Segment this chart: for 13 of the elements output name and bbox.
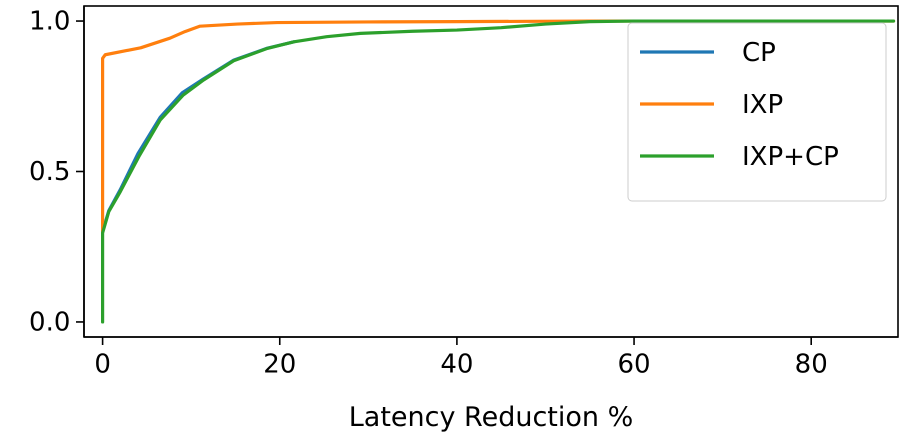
legend-label: CP — [742, 38, 776, 68]
legend-label: IXP+CP — [742, 142, 839, 172]
line-series — [101, 19, 896, 324]
y-tick-label: 0.0 — [29, 307, 70, 338]
y-tick-label: 0.5 — [29, 156, 70, 187]
legend-label: IXP — [742, 90, 784, 120]
x-tick-label: 20 — [263, 350, 296, 380]
x-tick-label: 40 — [440, 350, 474, 380]
x-tick-label: 80 — [794, 350, 828, 380]
x-axis-title: Latency Reduction % — [348, 402, 634, 433]
y-tick-label: 1.0 — [29, 6, 70, 36]
x-tick-label: 0 — [94, 350, 111, 380]
x-tick-label: 60 — [618, 350, 651, 380]
